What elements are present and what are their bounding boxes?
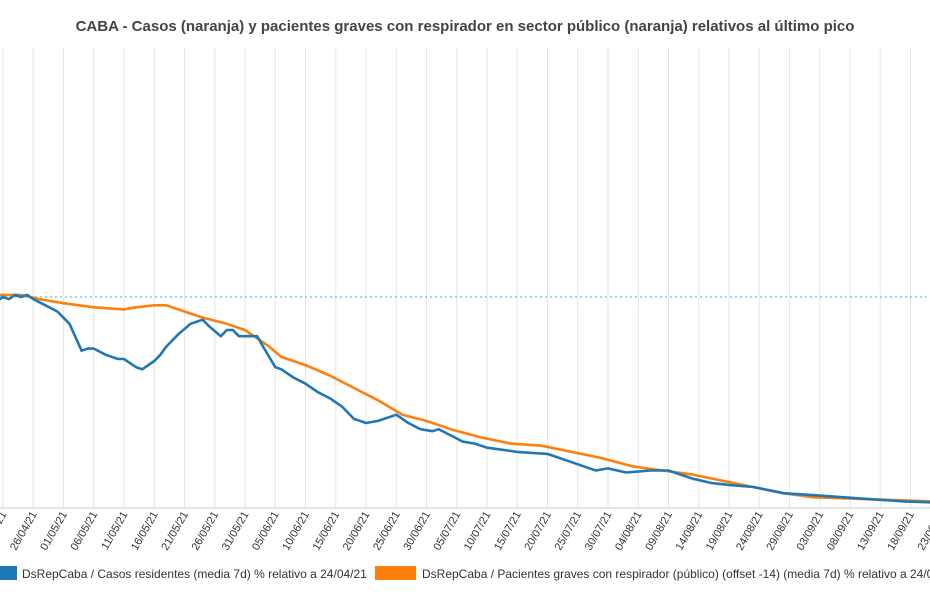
- x-tick-label: 04/08/21: [613, 510, 645, 553]
- x-tick-label: 10/07/21: [462, 510, 494, 553]
- x-tick-label: 21/05/21: [159, 510, 191, 553]
- series-line-2: [0, 293, 930, 503]
- series-lines: [0, 293, 930, 504]
- x-tick-label: 05/07/21: [432, 510, 464, 553]
- x-tick-labels: 21/04/2126/04/2101/05/2106/05/2111/05/21…: [0, 510, 930, 553]
- x-tick-label: 19/08/21: [704, 510, 736, 553]
- x-tick-label: 11/05/21: [99, 510, 130, 552]
- x-tick-label: 18/09/21: [885, 510, 917, 553]
- x-tick-label: 23/09/21: [916, 510, 930, 553]
- x-tick-label: 24/08/21: [734, 510, 766, 553]
- x-tick-label: 09/08/21: [643, 510, 675, 553]
- x-tick-label: 25/06/21: [371, 510, 403, 553]
- x-tick-label: 25/07/21: [553, 510, 585, 553]
- chart-title: CABA - Casos (naranja) y pacientes grave…: [75, 18, 855, 35]
- x-tick-label: 20/07/21: [522, 510, 554, 553]
- x-tick-label: 26/04/21: [8, 510, 40, 553]
- x-tick-label: 20/06/21: [341, 510, 373, 553]
- grid-lines: [2, 48, 911, 508]
- x-tick-label: 13/09/21: [855, 510, 887, 553]
- x-tick-label: 06/05/21: [69, 510, 101, 553]
- x-tick-label: 30/06/21: [401, 510, 433, 553]
- x-tick-label: 26/05/21: [190, 510, 222, 553]
- x-tick-label: 01/05/21: [38, 510, 70, 553]
- series-line-1: [0, 293, 930, 504]
- x-tick-label: 30/07/21: [583, 510, 615, 553]
- x-tick-label: 15/06/21: [311, 510, 343, 553]
- x-tick-label: 15/07/21: [492, 510, 524, 553]
- x-tick-label: 29/08/21: [764, 510, 796, 553]
- x-tick-label: 08/09/21: [825, 510, 857, 553]
- x-tick-label: 16/05/21: [129, 510, 161, 553]
- x-tick-label: 10/06/21: [280, 510, 312, 553]
- x-tick-label: 05/06/21: [250, 510, 282, 553]
- x-tick-label: 31/05/21: [220, 510, 252, 553]
- legend-label-1[interactable]: DsRepCaba / Casos residentes (media 7d) …: [22, 567, 367, 581]
- legend-label-2[interactable]: DsRepCaba / Pacientes graves con respira…: [422, 567, 930, 581]
- legend-swatch-2: [375, 566, 416, 580]
- legend-swatch-1: [0, 566, 17, 580]
- x-tick-label: 03/09/21: [795, 510, 827, 553]
- x-tick-label: 14/08/21: [674, 510, 706, 553]
- legend[interactable]: DsRepCaba / Casos residentes (media 7d) …: [0, 566, 930, 581]
